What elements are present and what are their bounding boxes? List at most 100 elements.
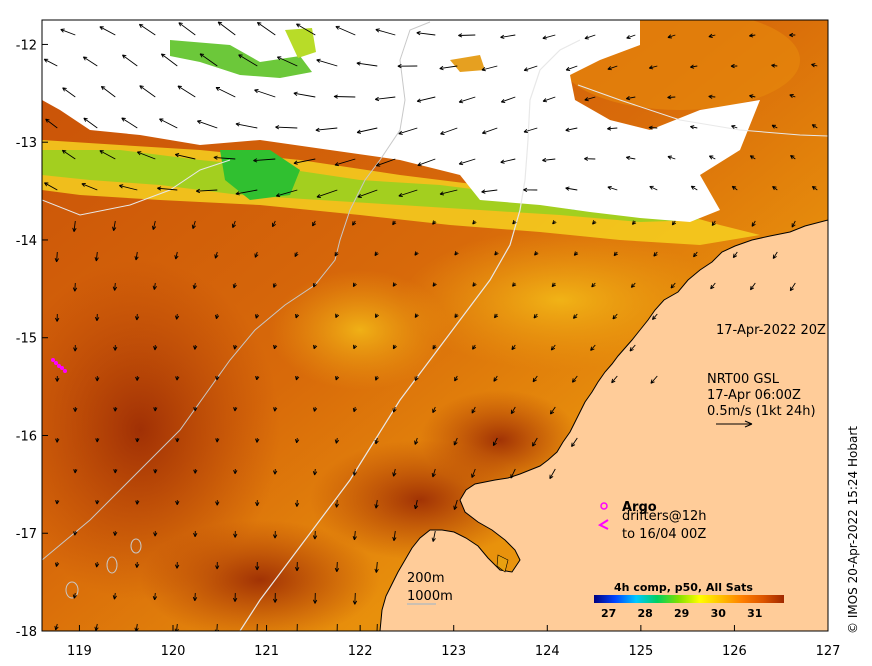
current-arrow-icon bbox=[255, 375, 260, 381]
current-arrow-icon bbox=[254, 89, 276, 98]
current-arrow-icon bbox=[611, 375, 618, 384]
current-arrow-icon bbox=[653, 251, 658, 257]
current-arrow-icon bbox=[711, 220, 716, 226]
current-arrow-icon bbox=[523, 187, 538, 193]
current-arrow-icon bbox=[334, 251, 339, 257]
current-arrow-icon bbox=[549, 468, 556, 480]
current-arrow-icon bbox=[215, 375, 220, 381]
contour-1000m bbox=[239, 39, 581, 631]
current-arrow-icon bbox=[472, 344, 477, 350]
current-arrow-icon bbox=[392, 406, 397, 413]
current-arrow-icon bbox=[255, 437, 260, 443]
current-arrow-icon bbox=[213, 155, 236, 160]
current-arrow-icon bbox=[178, 22, 196, 36]
current-arrow-icon bbox=[62, 87, 76, 98]
current-arrow-icon bbox=[294, 437, 300, 444]
current-arrow-icon bbox=[334, 561, 340, 573]
current-arrow-icon bbox=[253, 158, 276, 163]
current-arrow-icon bbox=[61, 149, 76, 160]
current-arrow-icon bbox=[215, 499, 220, 506]
current-arrow-icon bbox=[255, 499, 260, 507]
current-arrow-icon bbox=[175, 375, 180, 381]
current-arrow-icon bbox=[73, 406, 78, 412]
current-arrow-icon bbox=[272, 530, 278, 539]
lat-tick-label: -16 bbox=[16, 429, 37, 444]
current-arrow-icon bbox=[671, 220, 677, 226]
current-arrow-icon bbox=[432, 220, 437, 225]
lon-tick-label: 124 bbox=[535, 644, 560, 659]
drifter-track bbox=[51, 358, 67, 373]
current-arrow-icon bbox=[552, 220, 557, 225]
current-arrow-icon bbox=[159, 118, 178, 129]
current-arrow-icon bbox=[414, 437, 419, 445]
current-arrow-icon bbox=[177, 85, 196, 98]
current-arrow-icon bbox=[276, 56, 298, 67]
current-arrow-icon bbox=[353, 344, 358, 350]
current-arrow-icon bbox=[134, 561, 140, 568]
current-arrow-icon bbox=[113, 468, 118, 474]
current-arrow-icon bbox=[453, 437, 458, 446]
current-arrow-icon bbox=[55, 375, 60, 382]
current-arrow-icon bbox=[710, 282, 716, 290]
current-arrow-icon bbox=[193, 406, 198, 412]
current-arrow-icon bbox=[296, 23, 316, 36]
current-arrow-icon bbox=[481, 127, 498, 135]
current-arrow-icon bbox=[613, 251, 618, 257]
current-arrow-icon bbox=[440, 127, 458, 135]
reef bbox=[130, 538, 142, 554]
current-arrow-icon bbox=[458, 158, 476, 166]
current-arrow-icon bbox=[649, 185, 658, 191]
current-arrow-icon bbox=[730, 63, 738, 69]
current-arrow-icon bbox=[95, 437, 100, 443]
current-arrow-icon bbox=[335, 25, 356, 36]
current-arrow-icon bbox=[472, 220, 477, 225]
colorbar-ticks: 27 28 29 30 31 bbox=[601, 607, 762, 620]
current-arrow-icon bbox=[481, 189, 498, 194]
reef bbox=[65, 581, 79, 599]
current-arrow-icon bbox=[523, 127, 538, 134]
sst-date-label: 17-Apr-2022 20Z bbox=[716, 323, 826, 338]
current-arrow-icon bbox=[238, 54, 258, 67]
current-arrow-icon bbox=[82, 56, 98, 67]
lon-axis: 119 120 121 122 123 124 125 126 127 bbox=[67, 625, 840, 659]
current-arrow-icon bbox=[192, 592, 198, 602]
current-arrow-icon bbox=[112, 220, 117, 231]
cloud-gap bbox=[450, 55, 485, 72]
land-inlet bbox=[496, 554, 509, 573]
current-arrow-icon bbox=[55, 437, 60, 443]
current-time-label: 17-Apr 06:00Z bbox=[707, 388, 801, 403]
current-arrow-icon bbox=[454, 375, 459, 382]
current-arrow-icon bbox=[336, 623, 338, 631]
current-arrow-icon bbox=[416, 30, 436, 36]
current-arrow-icon bbox=[500, 34, 516, 39]
drifters-label-2: to 16/04 00Z bbox=[622, 527, 706, 542]
drifters-label-1: drifters@12h bbox=[622, 509, 707, 524]
lat-tick-label: -12 bbox=[16, 38, 37, 53]
current-arrow-icon bbox=[174, 251, 179, 260]
current-arrow-icon bbox=[316, 58, 338, 67]
current-arrow-icon bbox=[749, 155, 756, 160]
current-arrow-icon bbox=[789, 94, 796, 99]
current-arrow-icon bbox=[648, 125, 658, 130]
current-arrow-icon bbox=[296, 623, 298, 631]
reef bbox=[106, 556, 118, 574]
current-arrow-icon bbox=[81, 182, 98, 191]
lon-tick-label: 120 bbox=[161, 644, 186, 659]
current-arrow-icon bbox=[374, 96, 396, 102]
current-arrow-icon bbox=[584, 156, 596, 161]
depth-1000-label: 1000m bbox=[407, 589, 453, 604]
current-arrow-icon bbox=[153, 344, 158, 351]
current-arrow-icon bbox=[749, 94, 756, 99]
current-arrow-icon bbox=[99, 150, 116, 160]
current-arrow-icon bbox=[454, 251, 459, 256]
current-arrow-icon bbox=[571, 437, 578, 447]
current-arrow-icon bbox=[119, 184, 138, 191]
current-arrow-icon bbox=[352, 468, 357, 476]
current-arrow-icon bbox=[44, 182, 58, 191]
current-arrow-icon bbox=[512, 282, 517, 287]
current-arrow-icon bbox=[174, 313, 180, 320]
current-arrow-icon bbox=[214, 251, 219, 259]
current-arrow-icon bbox=[374, 251, 379, 257]
current-arrow-icon bbox=[272, 220, 276, 228]
